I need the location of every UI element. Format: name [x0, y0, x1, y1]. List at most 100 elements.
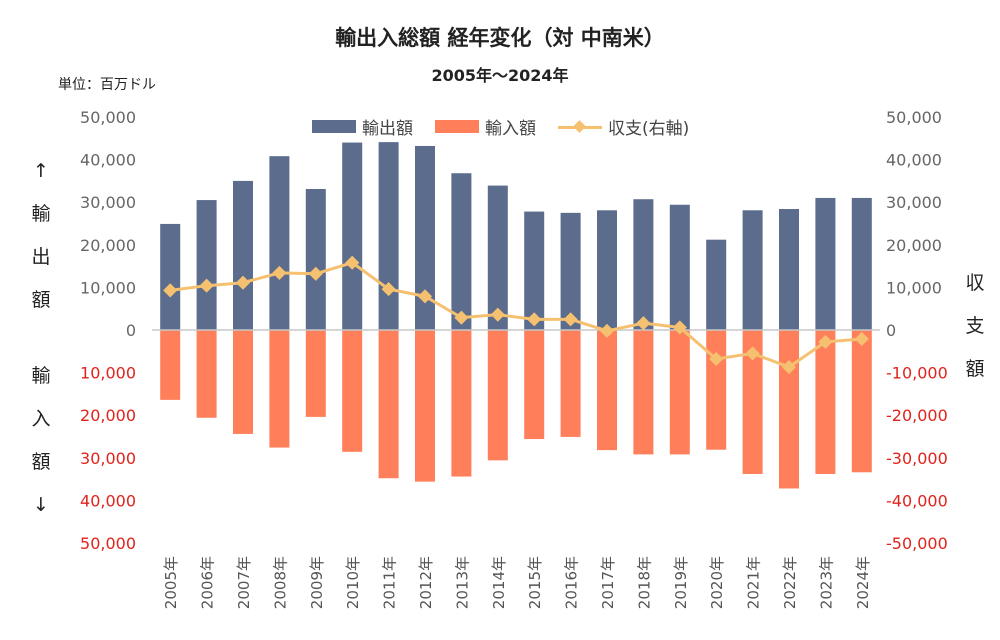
import-bar	[560, 330, 581, 437]
balance-point	[599, 323, 615, 338]
y-right-tick-label: -50,000	[886, 534, 948, 553]
left-axis-label-char: ↓	[33, 494, 49, 516]
import-bar	[742, 330, 763, 474]
y-right-tick-label: 20,000	[886, 236, 942, 255]
export-bar	[560, 212, 581, 330]
export-bar	[524, 211, 545, 330]
left-axis-label-char: 額	[31, 451, 51, 473]
left-axis-label-lower: 輸 入 額 ↓	[26, 355, 56, 527]
y-left-tick-label: 50,000	[80, 534, 136, 553]
x-tick-label: 2005年	[162, 556, 180, 609]
y-left-tick-label: 10,000	[80, 278, 136, 297]
y-left-tick-label: 20,000	[80, 236, 136, 255]
right-axis-label-char: 支	[965, 315, 985, 337]
balance-point	[308, 266, 323, 281]
balance-point	[417, 289, 433, 304]
legend-swatch-imports	[435, 120, 479, 133]
balance-point	[345, 255, 360, 270]
export-bar	[378, 142, 399, 330]
left-axis-label-char: 額	[31, 289, 51, 311]
x-tick-label: 2020年	[708, 556, 726, 609]
left-axis-label-char: 入	[31, 408, 51, 430]
import-bar	[851, 330, 872, 473]
left-axis-label-char: 輸	[31, 365, 51, 387]
right-axis-label-char: 収	[965, 272, 985, 294]
import-bar	[815, 330, 836, 474]
export-bar	[669, 204, 690, 330]
x-tick-label: 2023年	[817, 556, 835, 609]
balance-point	[235, 275, 251, 290]
y-right-tick-label: -30,000	[886, 449, 948, 468]
balance-point	[527, 312, 542, 327]
legend-swatch-exports	[312, 120, 356, 133]
x-tick-label: 2021年	[745, 556, 763, 609]
left-axis-label-char: 出	[31, 246, 51, 268]
balance-point	[199, 278, 214, 293]
import-bar	[269, 330, 290, 448]
x-tick-label: 2015年	[526, 556, 544, 609]
x-tick-label: 2008年	[271, 556, 289, 609]
y-right-tick-label: 0	[886, 321, 896, 340]
balance-point	[672, 320, 687, 335]
export-bar	[742, 210, 763, 330]
y-left-tick-label: 30,000	[80, 449, 136, 468]
x-tick-label: 2017年	[599, 556, 617, 609]
export-bar	[415, 145, 435, 330]
export-bar	[815, 197, 836, 330]
legend-item-imports: 輸入額	[435, 114, 536, 139]
import-bar	[669, 330, 690, 455]
y-right-tick-label: -10,000	[886, 364, 948, 383]
x-tick-label: 2016年	[563, 556, 581, 609]
import-bar	[524, 330, 545, 440]
y-left-tick-label: 40,000	[80, 151, 136, 170]
x-tick-label: 2022年	[781, 556, 799, 609]
y-left-tick-label: 50,000	[80, 108, 136, 127]
x-tick-label: 2013年	[453, 556, 471, 609]
balance-point	[454, 310, 469, 325]
legend-swatch-balance	[558, 120, 602, 133]
export-bar	[487, 185, 508, 330]
export-bar	[597, 210, 617, 330]
import-bar	[451, 330, 472, 477]
export-bar	[233, 180, 253, 330]
x-tick-label: 2007年	[235, 556, 253, 609]
legend-label-imports: 輸入額	[485, 119, 536, 139]
x-tick-label: 2018年	[635, 556, 653, 609]
x-tick-label: 2009年	[308, 556, 326, 609]
left-axis-label-upper: ↑ 輸 出 額	[26, 150, 56, 322]
import-bar	[633, 330, 654, 455]
balance-point	[709, 351, 724, 367]
unit-label: 単位：百万ドル	[58, 77, 156, 93]
x-tick-label: 2024年	[854, 556, 872, 609]
y-left-tick-label: 10,000	[80, 364, 136, 383]
import-bar	[196, 330, 217, 418]
y-right-tick-label: 40,000	[886, 151, 942, 170]
balance-point	[490, 307, 505, 322]
import-bar	[160, 330, 181, 400]
left-axis-label-char: ↑	[33, 160, 49, 182]
x-tick-label: 2014年	[490, 556, 508, 609]
import-bar	[597, 330, 617, 451]
y-right-tick-label: 10,000	[886, 278, 942, 297]
right-axis-label-char: 額	[965, 358, 985, 380]
balance-point	[381, 282, 396, 297]
left-axis-label-char: 輸	[31, 203, 51, 225]
x-tick-label: 2006年	[199, 556, 217, 609]
balance-point	[563, 312, 578, 327]
import-bar	[233, 330, 253, 434]
import-bar	[779, 330, 799, 489]
balance-point	[163, 283, 178, 298]
balance-point	[636, 316, 651, 331]
x-tick-label: 2010年	[344, 556, 362, 609]
x-tick-label: 2011年	[381, 556, 399, 609]
import-bar	[415, 330, 435, 482]
y-right-tick-label: -40,000	[886, 491, 948, 510]
x-tick-label: 2012年	[417, 556, 435, 609]
import-bar	[706, 330, 727, 450]
export-bar	[706, 239, 727, 330]
chart-subtitle: 2005年～2024年	[431, 66, 569, 85]
import-bar	[305, 330, 326, 417]
import-bar	[487, 330, 508, 461]
export-bar	[269, 156, 290, 330]
